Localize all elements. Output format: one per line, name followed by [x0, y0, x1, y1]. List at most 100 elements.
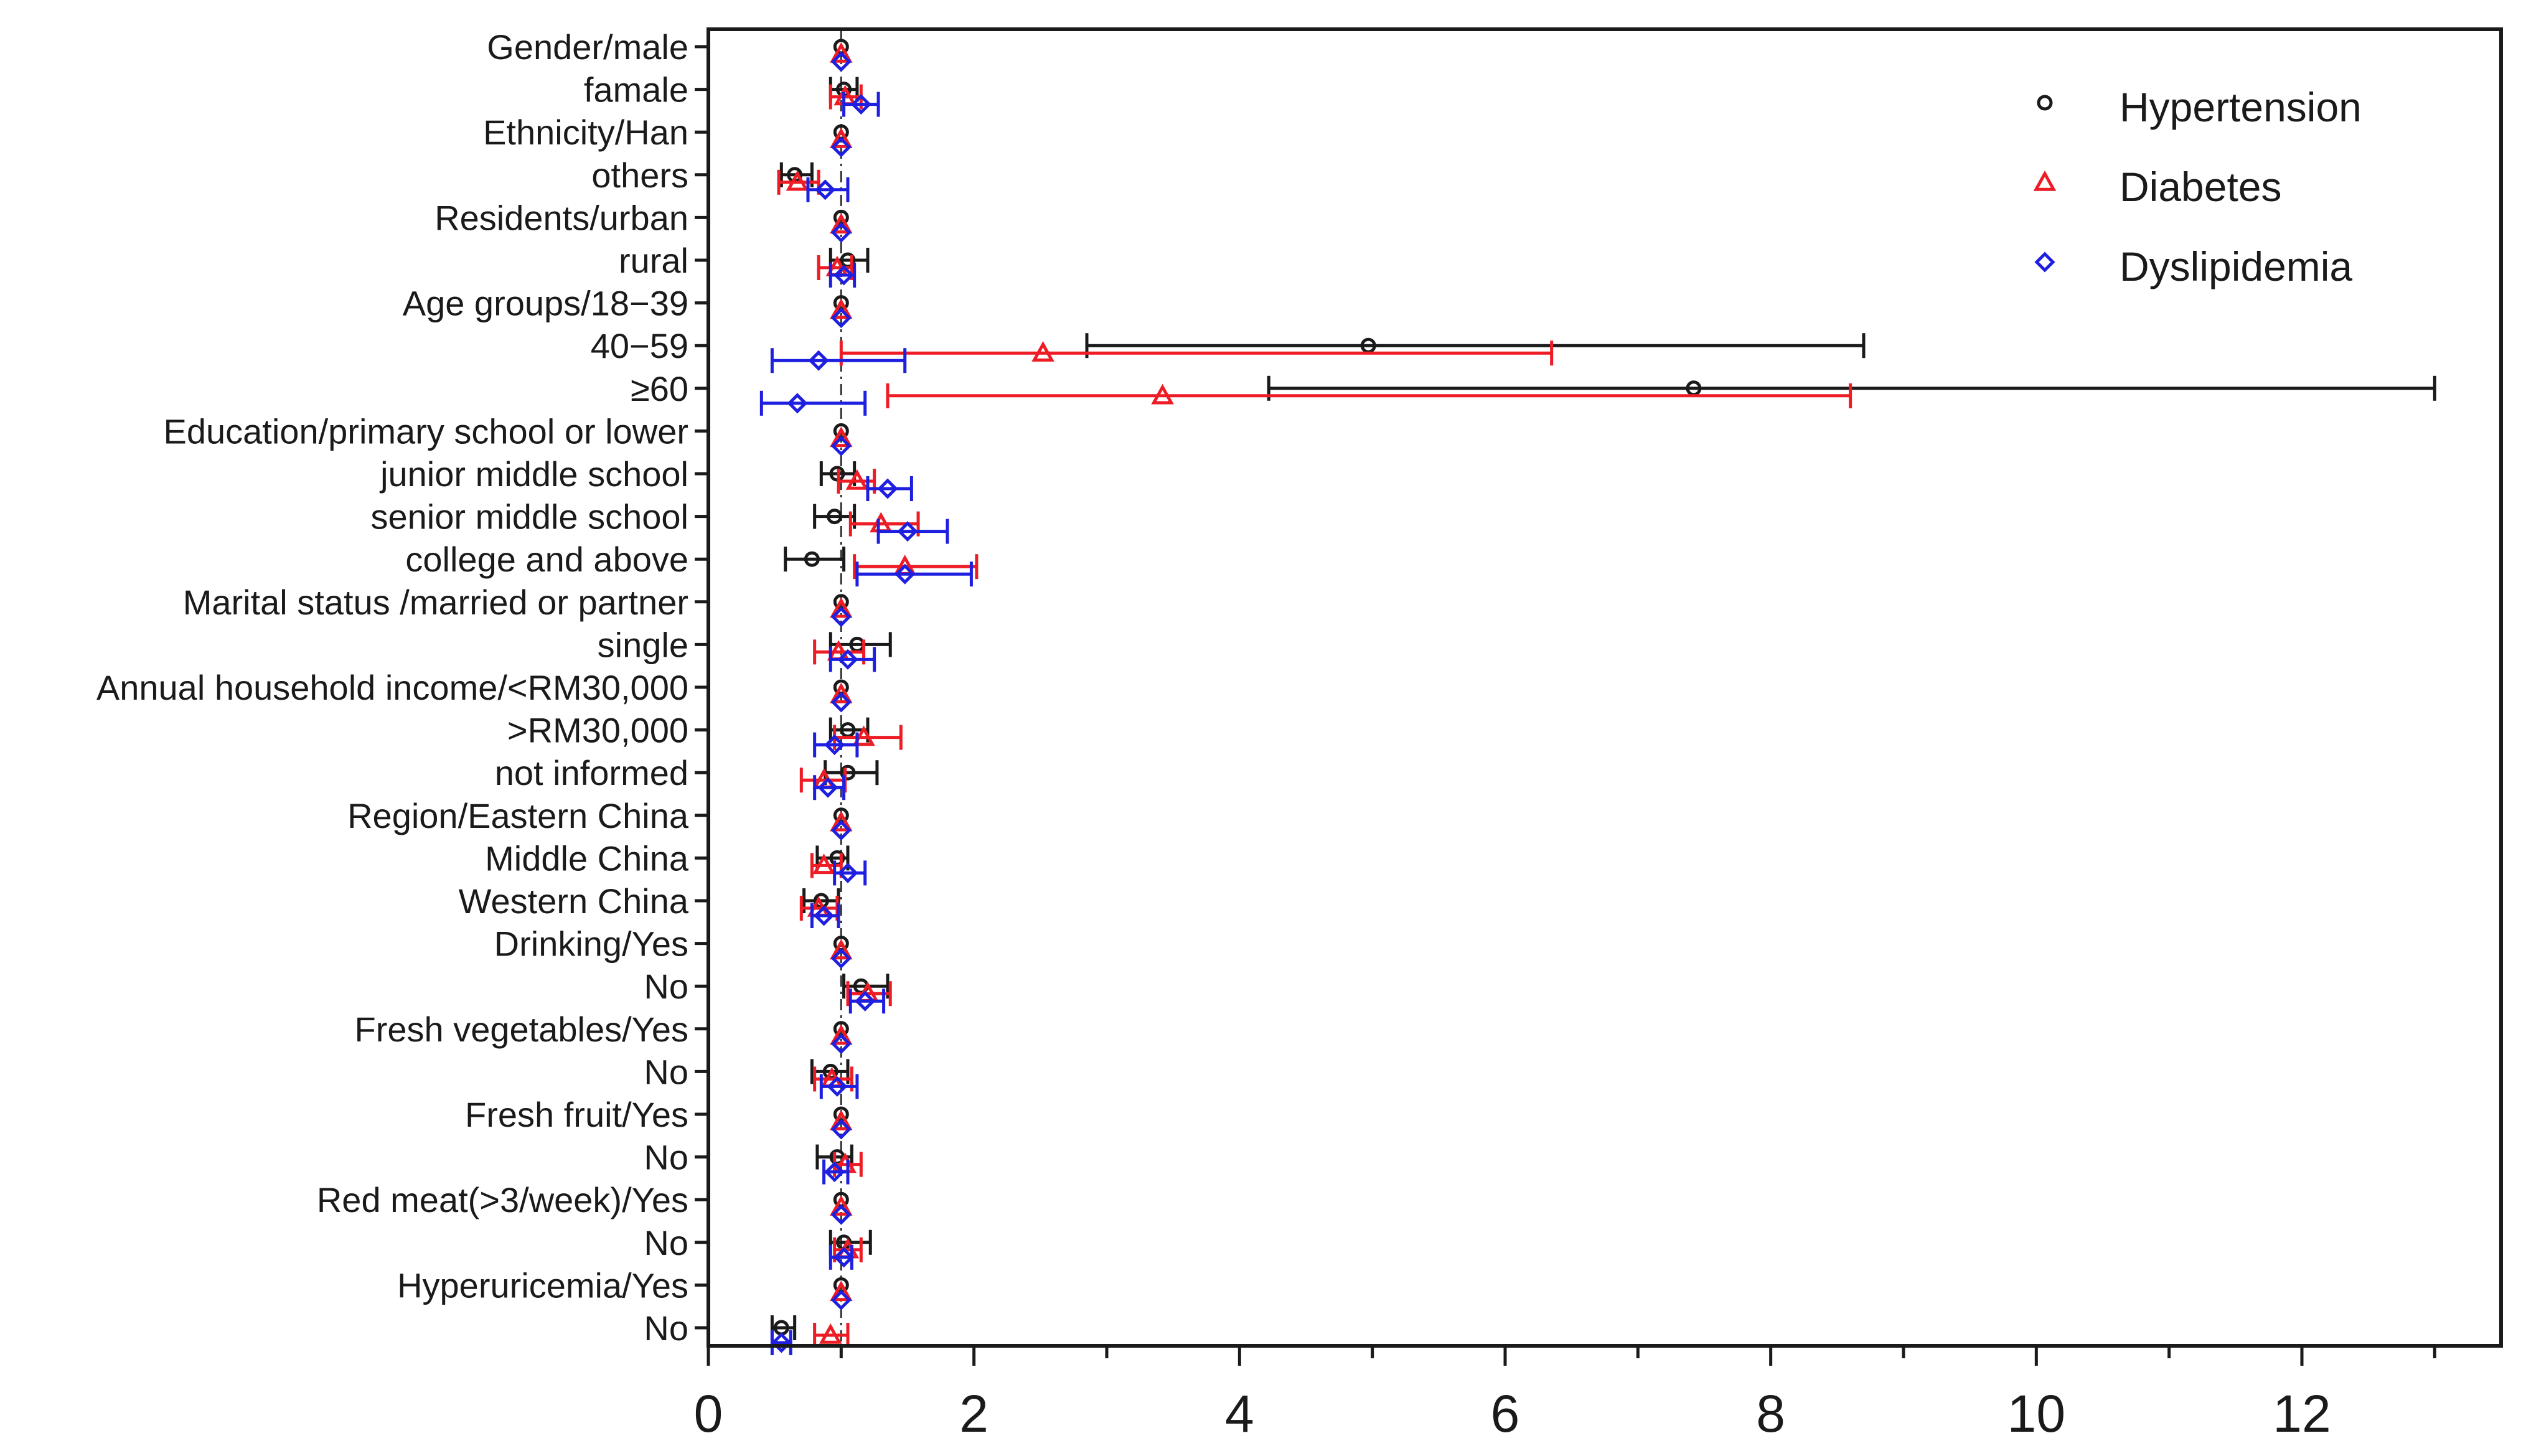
data-point [812, 853, 835, 875]
series-dyslipidemia [759, 51, 973, 1355]
category-label: senior middle school [371, 497, 688, 537]
data-point [840, 764, 856, 781]
data-point [833, 1247, 855, 1268]
category-label: Age groups/18−39 [403, 284, 688, 323]
category-label: Red meat(>3/week)/Yes [317, 1180, 688, 1219]
x-tick-label: 6 [1491, 1384, 1520, 1443]
data-point [837, 862, 858, 883]
data-point [817, 777, 838, 798]
data-point [830, 222, 852, 243]
data-point [830, 810, 853, 832]
category-label: Western China [459, 881, 689, 921]
legend-item-dyslipidemia: Dyslipidemia [2034, 243, 2352, 289]
data-point [830, 426, 853, 448]
data-point [830, 1289, 852, 1310]
legend-label: Hypertension [2120, 84, 2362, 130]
data-point [830, 51, 852, 72]
category-label: Fresh fruit/Yes [465, 1095, 688, 1134]
legend-item-diabetes: Diabetes [2033, 164, 2282, 210]
data-point [830, 213, 853, 234]
category-label: 40−59 [591, 326, 688, 365]
data-point [852, 725, 875, 746]
category-label: No [644, 967, 688, 1006]
data-point [824, 1162, 845, 1183]
category-label: No [644, 1138, 688, 1177]
category-label: Middle China [485, 838, 689, 878]
series-hypertension [770, 39, 2436, 1340]
x-tick-label: 8 [1756, 1384, 1785, 1443]
category-label: college and above [405, 540, 688, 579]
data-point [830, 1024, 853, 1045]
category-label: No [644, 1308, 688, 1348]
x-tick-label: 10 [2007, 1384, 2065, 1443]
legend-item-hypertension: Hypertension [2037, 84, 2362, 130]
data-point [827, 1076, 848, 1097]
data-point [830, 435, 852, 456]
category-label: Region/Eastern China [347, 796, 689, 835]
category-label: Fresh vegetables/Yes [355, 1010, 688, 1049]
data-point [830, 1119, 852, 1140]
data-point [814, 905, 835, 926]
data-point [850, 94, 871, 115]
legend: Hypertension Diabetes Dyslipidemia [2033, 84, 2362, 289]
legend-label: Dyslipidemia [2120, 243, 2352, 289]
category-label: famale [584, 70, 688, 110]
legend-label: Diabetes [2120, 164, 2282, 210]
category-label: rural [619, 241, 688, 280]
x-tick-label: 2 [959, 1384, 988, 1443]
category-label: others [591, 156, 688, 195]
data-point [830, 682, 853, 703]
category-label: Drinking/Yes [494, 924, 688, 964]
data-point [830, 298, 853, 319]
x-tick-label: 4 [1225, 1384, 1254, 1443]
x-tick-label: 12 [2273, 1384, 2331, 1443]
data-point [824, 735, 845, 756]
data-point [830, 308, 852, 329]
x-tick-label: 0 [694, 1384, 723, 1443]
category-label: Marital status /married or partner [183, 583, 688, 622]
category-label: No [644, 1052, 688, 1091]
category-label: ≥60 [631, 369, 688, 408]
data-point [830, 1033, 852, 1054]
data-point [830, 1109, 853, 1130]
data-point [786, 170, 809, 191]
category-label: Hyperuricemia/Yes [397, 1266, 688, 1305]
category-label: single [598, 625, 688, 664]
category-label: >RM30,000 [507, 711, 688, 750]
data-point [830, 1204, 852, 1225]
series-diabetes [777, 42, 1852, 1348]
category-label: Annual household income/<RM30,000 [96, 668, 688, 707]
series-group [759, 39, 2436, 1355]
data-point [819, 1323, 842, 1344]
data-point [771, 1332, 792, 1353]
y-ticks [695, 45, 708, 1330]
data-point [827, 509, 843, 525]
category-label: Gender/male [487, 27, 688, 67]
category-label: Residents/urban [434, 198, 688, 237]
category-label: Education/primary school or lower [164, 411, 688, 451]
category-label: Ethnicity/Han [483, 113, 688, 152]
data-point [830, 606, 852, 627]
legend-marker [2033, 170, 2057, 191]
data-point [1031, 341, 1054, 362]
data-point [830, 939, 853, 960]
data-point [830, 1195, 853, 1216]
data-point [830, 597, 853, 618]
data-point [808, 350, 829, 371]
data-point [815, 179, 836, 200]
legend-marker [2034, 251, 2055, 273]
category-label: junior middle school [379, 454, 688, 494]
x-ticks: 0 2 4 6 8 10 12 [694, 1346, 2436, 1443]
data-point [830, 42, 853, 63]
data-point [845, 469, 869, 490]
axes-group [707, 27, 2503, 1348]
data-point [897, 521, 918, 542]
data-point [830, 136, 852, 157]
data-point [804, 551, 820, 567]
data-point [830, 128, 853, 148]
data-point [894, 563, 916, 585]
category-label: not informed [495, 753, 688, 792]
plot-frame [707, 27, 2503, 1348]
data-point [830, 820, 852, 841]
data-point [830, 1280, 853, 1302]
